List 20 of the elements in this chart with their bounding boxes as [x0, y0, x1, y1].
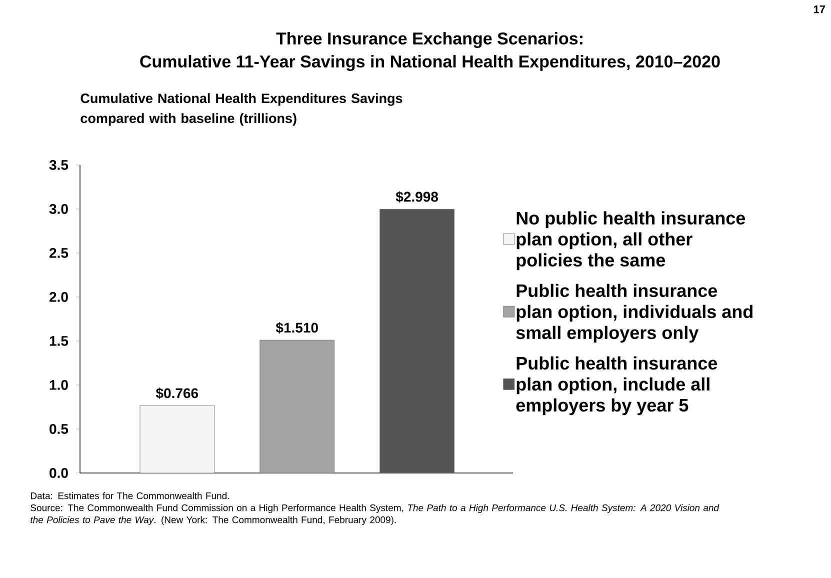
y-tick-label: 2.0: [49, 292, 68, 302]
text: 17: [814, 6, 825, 14]
legend-label: No public health insurance plan option, all other policies the same: [516, 211, 746, 270]
data-label: $1.510: [276, 322, 318, 334]
y-tick-label: 1.5: [50, 336, 68, 346]
y-tick-label: 0.5: [50, 424, 68, 434]
y-tick-label: 3.0: [49, 204, 68, 214]
legend-label: Public health insurance plan option, include all employers by year 5: [516, 356, 718, 416]
text: Data: Estimates for The Commonwealth Fund.: [30, 492, 229, 500]
y-tick-label: 1.0: [50, 380, 68, 390]
y-axis-title: Cumulative National Health Expenditures Savings compared with baseline (trillions): [80, 93, 402, 126]
y-tick-label: 2.5: [49, 248, 68, 258]
chart-title: Three Insurance Exchange Scenarios:: [276, 32, 582, 48]
y-tick-label: 3.5: [49, 160, 68, 170]
y-tick-label: 0.0: [50, 468, 68, 478]
legend-label: Public health insurance plan option, individuals and small employers only: [516, 284, 752, 343]
data-label: $0.766: [156, 388, 198, 400]
chart-subtitle: Cumulative 11-Year Savings in National Health Expenditures, 2010–2020: [140, 55, 720, 71]
text: Source: The Commonwealth Fund Commission on a High Performance Health System, The Path to a High Performance U.S. Health System: A 2020 Vision and the Policies to Pave the Way. (New York: The Commonwealth Fund, February 2009).: [30, 504, 720, 526]
data-label: $2.998: [396, 191, 438, 203]
